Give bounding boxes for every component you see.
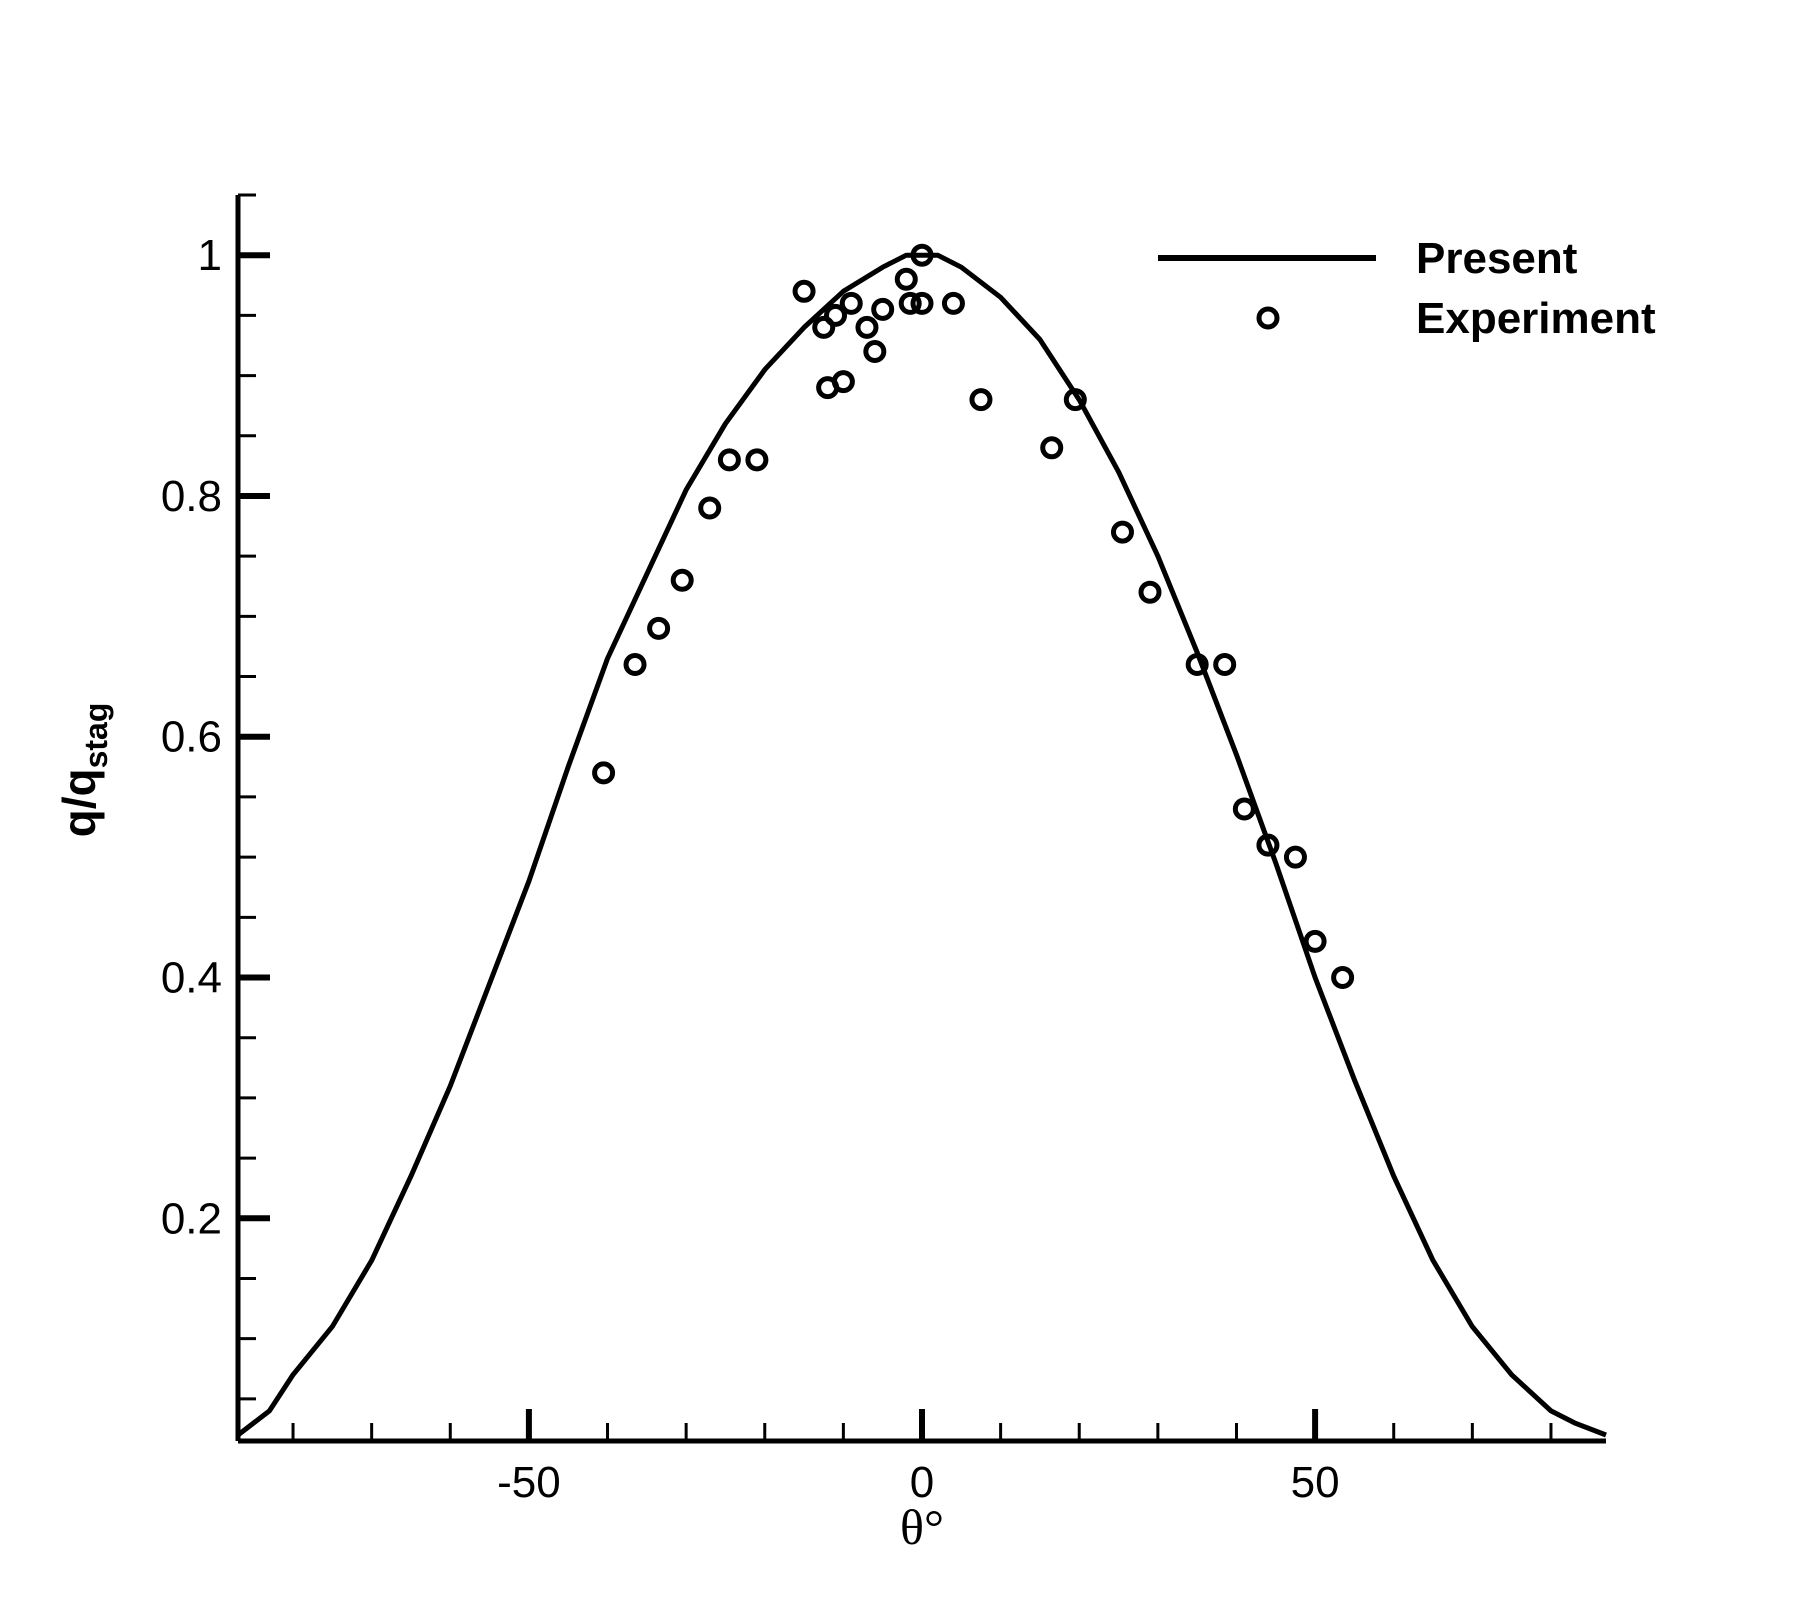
experiment-point bbox=[1283, 845, 1307, 869]
experiment-point bbox=[717, 448, 741, 472]
experiment-point bbox=[647, 616, 671, 640]
experiment-point bbox=[855, 315, 879, 339]
x-tick-label: 50 bbox=[1291, 1458, 1340, 1507]
y-tick-label: 0.6 bbox=[161, 713, 222, 762]
x-axis-label: θ° bbox=[900, 1499, 944, 1555]
x-tick-label: 0 bbox=[910, 1458, 934, 1507]
legend-label-present: Present bbox=[1416, 234, 1578, 283]
experiment-point bbox=[863, 340, 887, 364]
y-tick-label: 0.8 bbox=[161, 472, 222, 521]
experiment-point bbox=[831, 370, 855, 394]
experiment-point bbox=[1185, 653, 1209, 677]
y-tick-label: 0.4 bbox=[161, 954, 222, 1003]
marker-layer bbox=[592, 243, 1355, 990]
experiment-point bbox=[894, 267, 918, 291]
experiment-point bbox=[1232, 797, 1256, 821]
experiment-point bbox=[623, 653, 647, 677]
experiment-point bbox=[898, 291, 922, 315]
experiment-point bbox=[792, 279, 816, 303]
experiment-point bbox=[1331, 966, 1355, 990]
experiment-point bbox=[969, 388, 993, 412]
legend: Present Experiment bbox=[1158, 234, 1656, 343]
axes: -50 0 50 0.2 0.4 0.6 0.8 1 bbox=[161, 193, 1606, 1507]
experiment-point bbox=[1040, 436, 1064, 460]
experiment-point bbox=[871, 297, 895, 321]
experiment-point bbox=[839, 291, 863, 315]
svg-text:q/qstag: q/qstag bbox=[53, 703, 114, 838]
legend-marker-swatch bbox=[1256, 306, 1280, 330]
x-tick-label: -50 bbox=[497, 1458, 561, 1507]
experiment-point bbox=[1213, 653, 1237, 677]
experiment-point bbox=[824, 303, 848, 327]
experiment-point bbox=[592, 761, 616, 785]
experiment-point bbox=[1063, 388, 1087, 412]
experiment-point bbox=[1110, 520, 1134, 544]
y-axis-label: q/qstag bbox=[53, 703, 114, 838]
experiment-point bbox=[1303, 929, 1327, 953]
series-line-present bbox=[236, 252, 1607, 1438]
experiment-point bbox=[1256, 833, 1280, 857]
experiment-point bbox=[910, 243, 934, 267]
legend-label-experiment: Experiment bbox=[1416, 294, 1656, 343]
experiment-point bbox=[1138, 580, 1162, 604]
y-tick-label: 1 bbox=[198, 231, 222, 280]
y-tick-label: 0.2 bbox=[161, 1194, 222, 1243]
y-axis-label-main: q/q bbox=[53, 768, 105, 837]
y-axis-label-sub: stag bbox=[78, 703, 114, 769]
experiment-point bbox=[745, 448, 769, 472]
experiment-point bbox=[698, 496, 722, 520]
plot-area bbox=[236, 252, 1607, 1438]
experiment-point bbox=[812, 315, 836, 339]
experiment-point bbox=[910, 291, 934, 315]
experiment-point bbox=[941, 291, 965, 315]
experiment-point bbox=[670, 568, 694, 592]
